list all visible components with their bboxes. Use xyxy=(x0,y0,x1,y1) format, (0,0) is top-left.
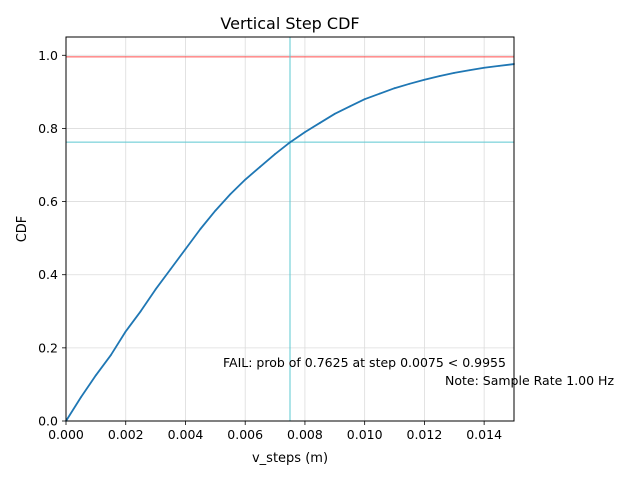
x-axis-label: v_steps (m) xyxy=(252,451,328,466)
cdf-point xyxy=(423,78,426,81)
cdf-point xyxy=(259,165,262,168)
y-tick-label: 0.0 xyxy=(38,414,58,429)
y-axis-label: CDF xyxy=(15,216,30,243)
cdf-point xyxy=(318,122,321,124)
cdf-point xyxy=(199,228,202,230)
cdf-point xyxy=(483,66,486,69)
cdf-point xyxy=(80,396,82,399)
cdf-point xyxy=(453,71,456,74)
x-tick-label: 0.002 xyxy=(108,427,144,442)
y-tick-label: 0.2 xyxy=(38,340,58,355)
x-tick-label: 0.006 xyxy=(227,427,263,442)
cdf-point xyxy=(184,248,187,251)
x-tick-label: 0.004 xyxy=(168,427,204,442)
cdf-point xyxy=(109,354,112,357)
x-tick-label: 0.000 xyxy=(48,427,84,442)
chart-title: Vertical Step CDF xyxy=(220,14,359,33)
x-tick-label: 0.012 xyxy=(407,427,443,442)
cdf-point xyxy=(393,87,396,90)
x-tick-label: 0.010 xyxy=(347,427,383,442)
x-tick-label: 0.014 xyxy=(466,427,502,442)
y-tick-label: 0.4 xyxy=(38,267,58,282)
tick-layer: 0.000 0.002 0.004 0.006 0.008 0.010 0.012 0.014… xyxy=(38,48,502,442)
cdf-point xyxy=(244,178,247,181)
cdf-point xyxy=(378,92,381,95)
cdf-point xyxy=(304,131,306,133)
cdf-point xyxy=(154,288,157,291)
cdf-point xyxy=(289,141,291,144)
sample-rate-note: Note: Sample Rate 1.00 Hz xyxy=(445,373,614,388)
cdf-point xyxy=(214,209,217,212)
cdf-point xyxy=(363,98,366,101)
cdf-point xyxy=(408,82,411,85)
cdf-point xyxy=(94,374,97,377)
y-tick-label: 0.6 xyxy=(38,194,58,209)
cdf-point xyxy=(229,193,232,196)
cdf-point xyxy=(333,112,336,115)
x-tick-label: 0.008 xyxy=(287,427,323,442)
y-tick-label: 0.8 xyxy=(38,121,58,136)
cdf-point xyxy=(468,69,471,72)
cdf-point xyxy=(169,268,172,271)
cdf-point xyxy=(274,153,276,155)
cdf-point xyxy=(139,310,142,313)
plot-frame xyxy=(65,36,515,422)
y-tick-label: 1.0 xyxy=(38,48,58,63)
cdf-point xyxy=(438,75,441,78)
cdf-point xyxy=(348,105,351,108)
cdf-point xyxy=(124,330,127,333)
cdf-point xyxy=(498,64,500,67)
fail-annotation: FAIL: prob of 0.7625 at step 0.0075 < 0.… xyxy=(223,355,506,370)
